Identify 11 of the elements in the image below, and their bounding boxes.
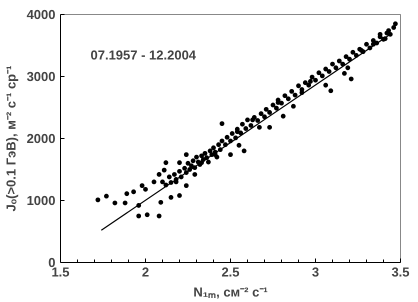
annotation: 07.1957 - 12.2004 <box>90 48 197 62</box>
x-tick-label: 2.5 <box>221 264 240 280</box>
x-tick-label: 3 <box>312 264 320 280</box>
y-tick-label: 3000 <box>26 69 56 84</box>
y-tick-label: 4000 <box>26 7 56 22</box>
y-axis-title: Jₒ(>0.1 ГэВ), м⁻² с⁻¹ ср⁻¹ <box>4 66 19 212</box>
y-tick-label: 1000 <box>26 193 56 208</box>
y-tick-label: 2000 <box>26 131 56 146</box>
x-tick-label: 3.5 <box>391 264 410 280</box>
x-axis-title: N₁ₘ, см⁻² с⁻¹ <box>193 284 268 300</box>
x-tick-label: 2 <box>142 264 150 280</box>
